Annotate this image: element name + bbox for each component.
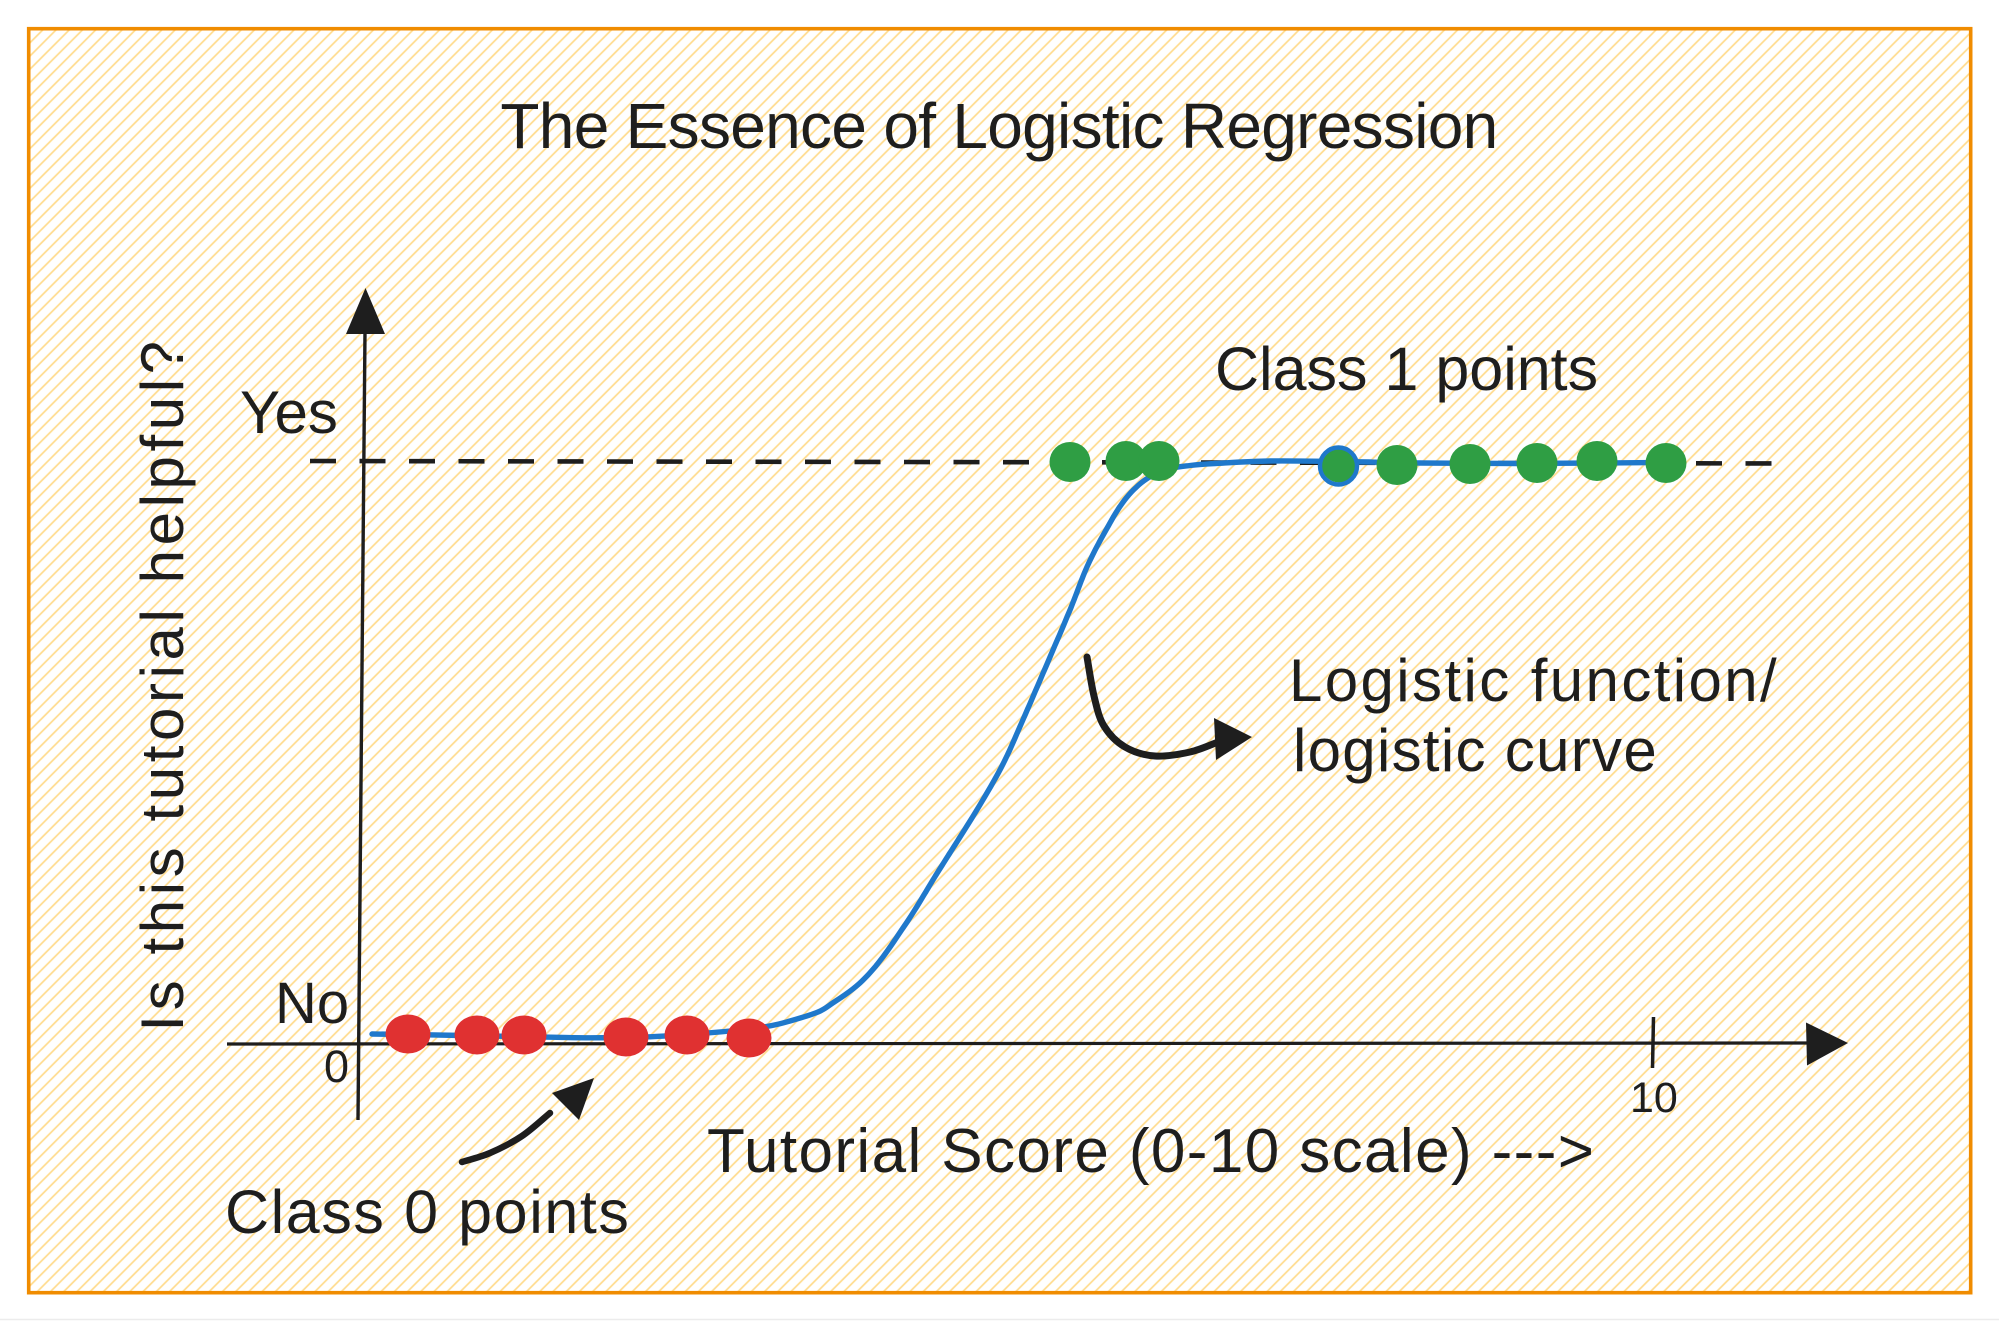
svg-text:Yes: Yes	[240, 379, 338, 446]
svg-text:The Essence of Logistic Regres: The Essence of Logistic Regression	[500, 90, 1497, 162]
svg-text:No: No	[275, 971, 349, 1036]
svg-text:logistic curve: logistic curve	[1293, 717, 1658, 784]
svg-text:Logistic function/: Logistic function/	[1289, 647, 1779, 714]
svg-text:Tutorial Score (0-10 scale) --: Tutorial Score (0-10 scale) --->	[707, 1117, 1595, 1186]
svg-text:Class 0 points: Class 0 points	[225, 1178, 631, 1246]
svg-text:Class 1 points: Class 1 points	[1215, 335, 1598, 403]
svg-text:Is this tutorial helpful?: Is this tutorial helpful?	[129, 336, 196, 1031]
svg-text:0: 0	[324, 1041, 349, 1092]
svg-text:10: 10	[1630, 1074, 1678, 1122]
